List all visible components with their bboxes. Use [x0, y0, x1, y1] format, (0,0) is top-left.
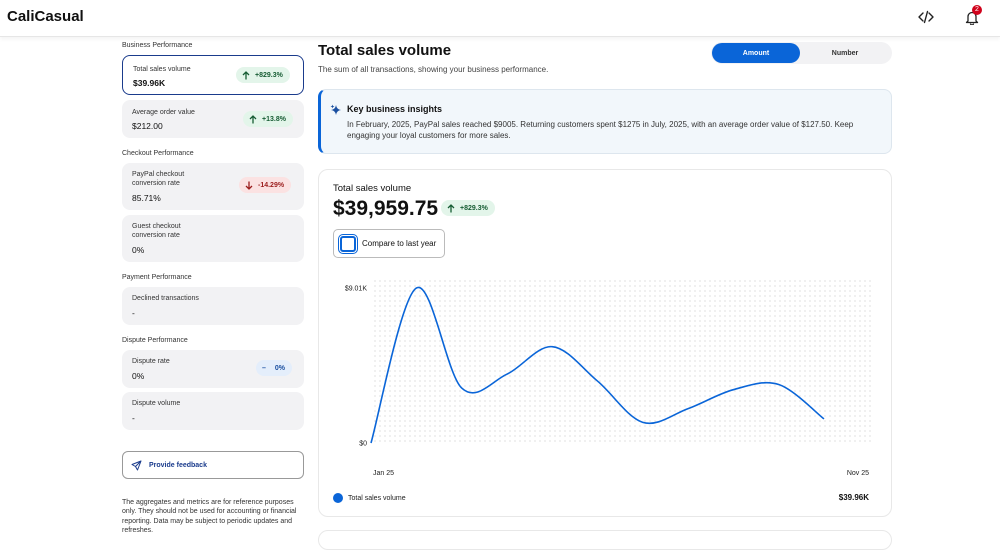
brand-logo[interactable]: CaliCasual	[7, 8, 84, 25]
metric-card-total-sales[interactable]: Total sales volume $39.96K +829.3%	[122, 55, 304, 95]
metric-value: $212.00	[132, 121, 163, 131]
compare-last-year-checkbox[interactable]: Compare to last year	[333, 229, 445, 258]
metric-label: PayPal checkout conversion rate	[132, 171, 185, 187]
metric-label: Dispute rate	[132, 358, 170, 365]
x-tick-start: Jan 25	[373, 470, 394, 477]
section-title-dispute: Dispute Performance	[122, 337, 188, 344]
y-tick-max: $9.01K	[345, 286, 368, 293]
notification-badge: 2	[972, 5, 982, 15]
chart-card: Total sales volume $39,959.75 +829.3% Co…	[318, 169, 892, 517]
insights-panel: Key business insights In February, 2025,…	[318, 89, 892, 154]
page-title: Total sales volume	[318, 42, 452, 59]
chart-card-value: $39,959.75	[333, 197, 439, 220]
x-tick-end: Nov 25	[847, 470, 869, 477]
y-tick-min: $0	[359, 441, 367, 448]
metric-card-declined[interactable]: Declined transactions -	[122, 287, 304, 325]
metric-card-average-order[interactable]: Average order value $212.00 +13.8%	[122, 100, 304, 138]
trend-value: 0%	[274, 364, 286, 372]
code-icon[interactable]	[914, 6, 938, 28]
section-title-business: Business Performance	[122, 42, 193, 49]
metric-value: -	[132, 308, 135, 318]
trend-badge: – 0%	[256, 360, 293, 376]
toggle-number[interactable]: Number	[831, 49, 859, 57]
amount-number-toggle: Amount Number	[711, 42, 892, 64]
trend-badge: +13.8%	[243, 111, 293, 127]
metric-value: 85.71%	[132, 193, 161, 203]
toggle-amount[interactable]: Amount	[712, 43, 800, 63]
provide-feedback-button[interactable]: Provide feedback	[122, 451, 304, 479]
checkbox-box[interactable]	[338, 233, 358, 254]
metric-label: Declined transactions	[132, 295, 199, 302]
section-title-payment: Payment Performance	[122, 274, 192, 281]
arrow-up-icon	[242, 70, 250, 79]
metric-card-dispute-rate[interactable]: Dispute rate 0% – 0%	[122, 350, 304, 388]
chart-grid	[371, 280, 871, 443]
arrow-down-icon	[245, 181, 253, 190]
chart-legend: Total sales volume	[333, 493, 406, 503]
trend-badge: -14.29%	[239, 177, 292, 193]
trend-value: +829.3%	[255, 71, 283, 79]
feedback-label: Provide feedback	[149, 461, 207, 469]
metric-label: Total sales volume	[133, 66, 191, 73]
arrow-up-icon	[447, 203, 455, 212]
metric-label: Dispute volume	[132, 400, 181, 407]
trend-value: -14.29%	[258, 181, 285, 189]
insights-text: In February, 2025, PayPal sales reached …	[347, 120, 854, 140]
legend-total: $39.96K	[838, 493, 869, 502]
metric-card-guest-conversion[interactable]: Guest checkout conversion rate 0%	[122, 215, 304, 262]
trend-value: +829.3%	[460, 204, 488, 212]
next-card	[318, 530, 892, 550]
disclaimer-text: The aggregates and metrics are for refer…	[122, 499, 297, 534]
metric-label: Average order value	[132, 109, 195, 116]
compare-label: Compare to last year	[362, 239, 437, 248]
legend-label: Total sales volume	[348, 494, 406, 502]
chart-card-title: Total sales volume	[333, 183, 412, 194]
series-line-total-sales	[370, 287, 825, 444]
metric-value: -	[132, 413, 135, 423]
trend-value: +13.8%	[262, 115, 286, 123]
metric-value: 0%	[132, 245, 145, 255]
insights-title: Key business insights	[347, 104, 443, 114]
metric-card-dispute-volume[interactable]: Dispute volume -	[122, 392, 304, 430]
chart-trend-badge: +829.3%	[441, 200, 495, 216]
metric-card-paypal-conversion[interactable]: PayPal checkout conversion rate 85.71% -…	[122, 163, 304, 210]
top-bar: CaliCasual 2	[0, 0, 1000, 37]
arrow-up-icon	[249, 114, 257, 123]
page-subtitle: The sum of all transactions, showing you…	[318, 65, 549, 74]
flat-trend-icon: –	[262, 364, 266, 372]
legend-dot	[333, 493, 343, 503]
sparkle-icon	[330, 104, 341, 115]
metric-value: 0%	[132, 371, 145, 381]
send-icon	[131, 460, 142, 470]
metric-label: Guest checkout conversion rate	[132, 223, 181, 239]
metric-value: $39.96K	[133, 78, 166, 88]
trend-badge: +829.3%	[236, 67, 290, 83]
section-title-checkout: Checkout Performance	[122, 150, 194, 157]
sales-line-chart: $0 $9.01K Jan 25 Nov 25	[345, 280, 871, 477]
